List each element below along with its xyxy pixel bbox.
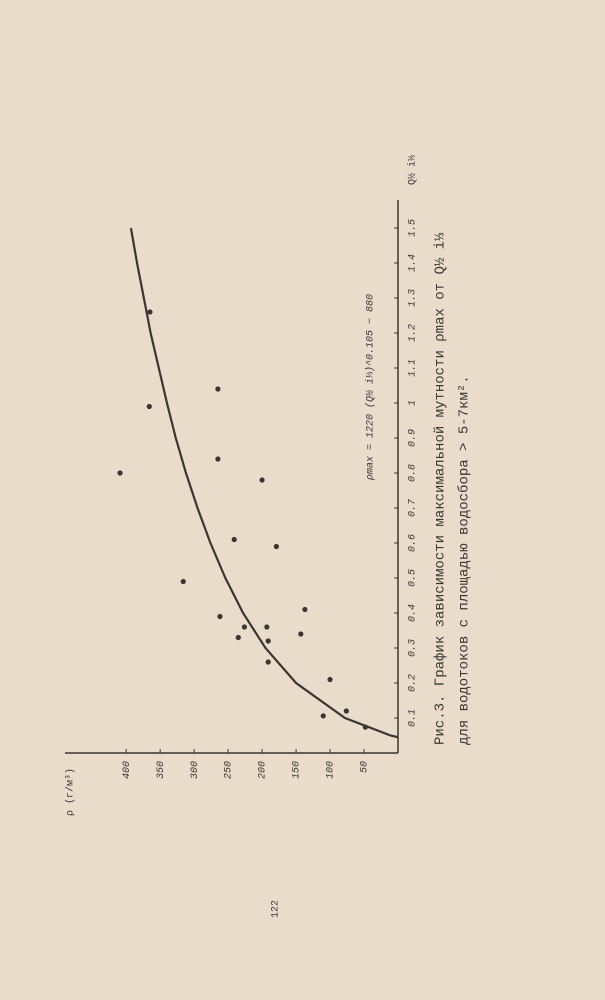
x-tick-label: 0.5 (408, 569, 419, 587)
page-number: 122 (271, 900, 282, 918)
data-point (320, 713, 326, 719)
rotated-figure: ρmax = 1220 (Q½ i⅓)^0.105 − 880 Рис.3. Г… (65, 155, 473, 918)
y-tick-label: 250 (224, 761, 235, 779)
data-point (259, 477, 265, 483)
data-point (231, 536, 237, 543)
data-point (302, 606, 308, 613)
data-point (215, 456, 221, 462)
y-tick-label: 350 (156, 761, 167, 779)
data-point (265, 659, 271, 665)
x-tick-label: 1.2 (408, 324, 419, 342)
data-point (217, 613, 223, 620)
data-point (117, 470, 123, 476)
y-tick-label: 50 (360, 761, 371, 773)
data-point (241, 624, 248, 630)
x-tick-label: 1 (408, 400, 419, 406)
x-tick-label: 0.4 (408, 604, 419, 622)
data-point (215, 386, 221, 392)
y-axis-label: ρ (г/м³) (65, 768, 77, 816)
x-axis-label: Q½ i⅓ (407, 155, 419, 185)
data-point (273, 543, 279, 550)
x-tick-label: 0.8 (408, 464, 419, 482)
x-tick-label: 0.3 (408, 639, 419, 657)
caption-line: для водотоков с площадью водосбора > 5-7… (456, 375, 473, 745)
fit-curve (129, 227, 399, 739)
x-tick-label: 0.6 (408, 534, 419, 552)
caption-line: Рис.3. График зависимости максимальной м… (432, 232, 449, 745)
x-tick-label: 1.3 (408, 289, 419, 307)
data-point (264, 624, 270, 630)
x-tick-label: 1.4 (408, 254, 419, 272)
data-point (298, 631, 304, 637)
data-point (146, 403, 152, 410)
y-tick-label: 300 (190, 761, 201, 779)
y-tick-label: 100 (326, 761, 337, 779)
x-tick-label: 0.2 (408, 674, 419, 692)
y-tick-label: 150 (292, 761, 303, 779)
formula: ρmax = 1220 (Q½ i⅓)^0.105 − 880 (365, 294, 377, 481)
data-point (327, 676, 333, 683)
data-point (147, 309, 153, 315)
x-tick-label: 0.9 (408, 429, 419, 447)
y-tick-label: 200 (258, 761, 269, 779)
x-tick-label: 1.1 (408, 359, 419, 377)
x-tick-label: 0.1 (408, 709, 419, 727)
x-tick-label: 1.5 (408, 219, 419, 237)
data-point (235, 634, 241, 641)
data-point (265, 638, 271, 644)
data-point (343, 708, 349, 714)
y-tick-label: 400 (122, 761, 133, 779)
x-tick-label: 0.7 (408, 499, 419, 517)
data-point (180, 578, 186, 585)
